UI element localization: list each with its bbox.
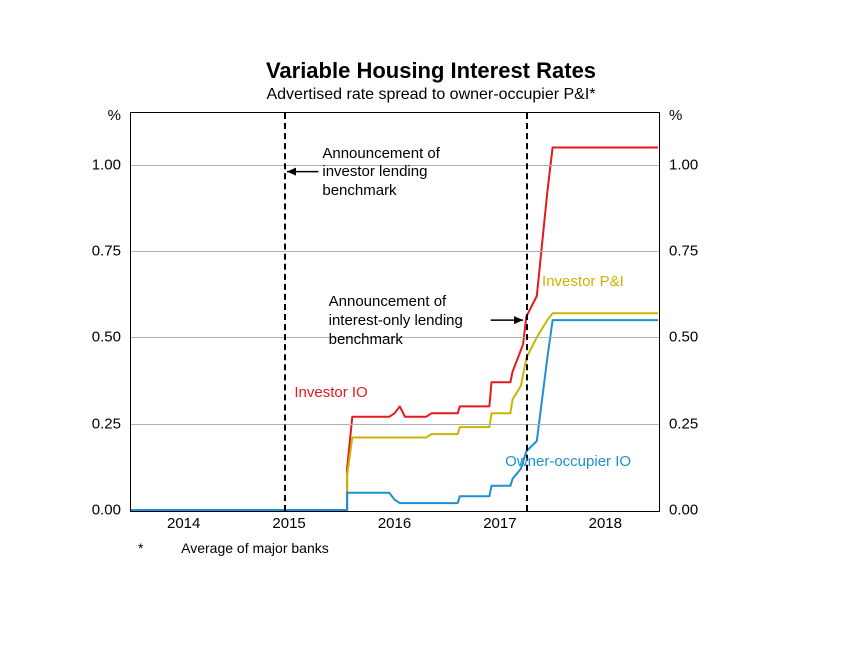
series-label-owner_io: Owner-occupier IO [505,453,631,470]
chart-subtitle: Advertised rate spread to owner-occupier… [0,86,862,104]
footnote-marker: * [138,540,178,556]
y-tick-right: 0.00 [669,502,729,519]
y-axis-unit-left: % [61,107,121,124]
y-tick-left: 0.50 [61,329,121,346]
y-tick-left: 0.75 [61,243,121,260]
chart-plot-area: % % 0.000.000.250.250.500.500.750.751.00… [130,112,660,512]
gridline [131,251,659,252]
y-tick-left: 0.00 [61,502,121,519]
y-tick-right: 0.50 [669,329,729,346]
x-tick: 2014 [167,515,200,532]
x-tick: 2015 [272,515,305,532]
y-tick-right: 1.00 [669,156,729,173]
series-label-investor_io: Investor IO [294,384,367,401]
y-tick-left: 1.00 [61,156,121,173]
chart-footnote: * Average of major banks [138,540,329,556]
annotation-investor-benchmark: Announcement of investor lending benchma… [322,145,440,201]
annotation-io-benchmark: Announcement of interest-only lending be… [329,293,463,349]
y-axis-unit-right: % [669,107,729,124]
y-tick-left: 0.25 [61,415,121,432]
event-vline [526,113,528,511]
y-tick-right: 0.75 [669,243,729,260]
x-tick: 2018 [589,515,622,532]
chart-title: Variable Housing Interest Rates [0,58,862,84]
x-tick: 2016 [378,515,411,532]
x-tick: 2017 [483,515,516,532]
gridline [131,424,659,425]
series-label-investor_pi: Investor P&I [542,273,624,290]
y-tick-right: 0.25 [669,415,729,432]
chart-container: Variable Housing Interest Rates Advertis… [0,0,862,647]
event-vline [284,113,286,511]
footnote-text: Average of major banks [181,540,329,556]
